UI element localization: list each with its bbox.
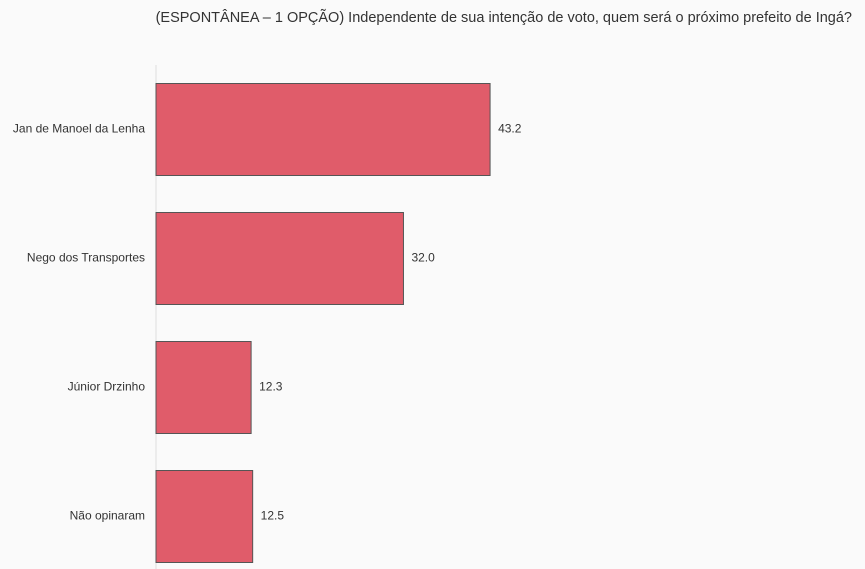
bar	[155, 83, 491, 176]
value-label: 32.0	[411, 251, 435, 265]
bar	[155, 341, 252, 434]
chart-title: (ESPONTÂNEA – 1 OPÇÃO) Independente de s…	[156, 9, 852, 26]
y-tick-label: Júnior Drzinho	[68, 380, 146, 394]
value-label: 12.3	[259, 380, 283, 394]
value-label: 12.5	[261, 509, 285, 523]
bar	[155, 470, 254, 563]
y-tick-label: Nego dos Transportes	[27, 251, 145, 265]
y-tick-label: Não opinaram	[70, 509, 145, 523]
value-label: 43.2	[498, 122, 522, 136]
y-tick-label: Jan de Manoel da Lenha	[13, 122, 145, 136]
bar	[155, 212, 404, 305]
